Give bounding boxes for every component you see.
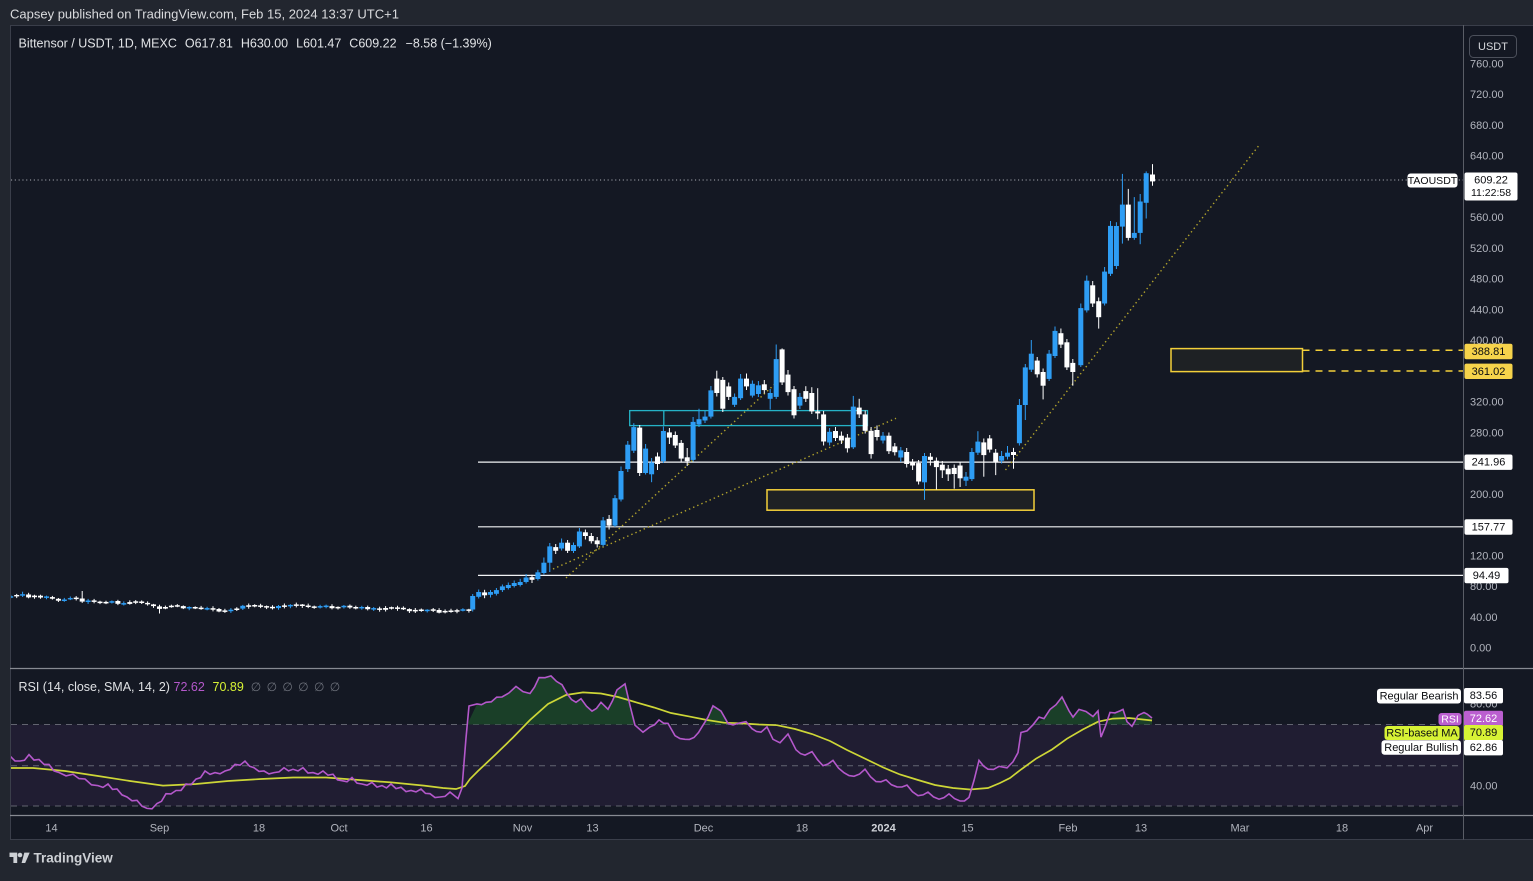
svg-text:18: 18 [253, 823, 265, 835]
svg-text:80.00: 80.00 [1470, 581, 1498, 593]
svg-text:TAOUSDT: TAOUSDT [1408, 175, 1458, 187]
svg-text:Sep: Sep [150, 823, 170, 835]
svg-text:2024: 2024 [871, 823, 896, 835]
svg-text:Oct: Oct [330, 823, 347, 835]
svg-text:TradingView: TradingView [34, 851, 114, 866]
svg-text:Regular Bearish: Regular Bearish [1380, 691, 1459, 703]
svg-text:157.77: 157.77 [1472, 522, 1506, 534]
svg-text:Dec: Dec [694, 823, 714, 835]
svg-text:280.00: 280.00 [1470, 427, 1504, 439]
svg-text:388.81: 388.81 [1472, 346, 1506, 358]
svg-text:120.00: 120.00 [1470, 550, 1504, 562]
svg-text:13: 13 [586, 823, 598, 835]
svg-text:640.00: 640.00 [1470, 151, 1504, 163]
svg-text:680.00: 680.00 [1470, 120, 1504, 132]
svg-text:18: 18 [796, 823, 808, 835]
svg-text:440.00: 440.00 [1470, 304, 1504, 316]
svg-text:320.00: 320.00 [1470, 397, 1504, 409]
svg-text:72.62: 72.62 [1470, 713, 1498, 725]
svg-text:560.00: 560.00 [1470, 212, 1504, 224]
svg-text:14: 14 [45, 823, 57, 835]
svg-text:Nov: Nov [513, 823, 533, 835]
svg-text:241.96: 241.96 [1472, 457, 1506, 469]
svg-text:RSI-based MA: RSI-based MA [1386, 728, 1458, 740]
svg-text:∅: ∅ [251, 680, 261, 694]
svg-text:16: 16 [420, 823, 432, 835]
svg-text:13: 13 [1135, 823, 1147, 835]
svg-text:40.00: 40.00 [1470, 612, 1498, 624]
svg-text:18: 18 [1336, 823, 1348, 835]
svg-text:72.62: 72.62 [174, 680, 205, 694]
svg-text:62.86: 62.86 [1470, 742, 1498, 754]
svg-text:760.00: 760.00 [1470, 59, 1504, 71]
svg-text:USDT: USDT [1478, 41, 1508, 53]
svg-text:94.49: 94.49 [1473, 570, 1501, 582]
svg-text:Feb: Feb [1059, 823, 1078, 835]
svg-text:480.00: 480.00 [1470, 274, 1504, 286]
svg-text:40.00: 40.00 [1470, 780, 1498, 792]
svg-text:609.22: 609.22 [1474, 175, 1508, 187]
svg-text:∅: ∅ [330, 680, 340, 694]
svg-text:720.00: 720.00 [1470, 89, 1504, 101]
svg-text:361.02: 361.02 [1472, 366, 1506, 378]
svg-text:Mar: Mar [1231, 823, 1250, 835]
svg-text:RSI (14, close, SMA, 14, 2): RSI (14, close, SMA, 14, 2) [19, 680, 170, 694]
svg-text:∅: ∅ [314, 680, 324, 694]
svg-text:Capsey published on TradingVie: Capsey published on TradingView.com, Feb… [10, 7, 399, 22]
svg-text:Apr: Apr [1416, 823, 1433, 835]
svg-text:0.00: 0.00 [1470, 643, 1491, 655]
svg-text:∅: ∅ [267, 680, 277, 694]
svg-text:11:22:58: 11:22:58 [1471, 187, 1511, 199]
svg-text:70.89: 70.89 [1470, 727, 1498, 739]
svg-text:200.00: 200.00 [1470, 489, 1504, 501]
svg-text:∅: ∅ [282, 680, 292, 694]
svg-text:Regular Bullish: Regular Bullish [1384, 742, 1458, 754]
svg-text:∅: ∅ [298, 680, 308, 694]
svg-text:70.89: 70.89 [213, 680, 244, 694]
svg-text:RSI: RSI [1441, 714, 1459, 726]
svg-text:83.56: 83.56 [1470, 690, 1498, 702]
svg-text:520.00: 520.00 [1470, 243, 1504, 255]
svg-text:15: 15 [961, 823, 973, 835]
